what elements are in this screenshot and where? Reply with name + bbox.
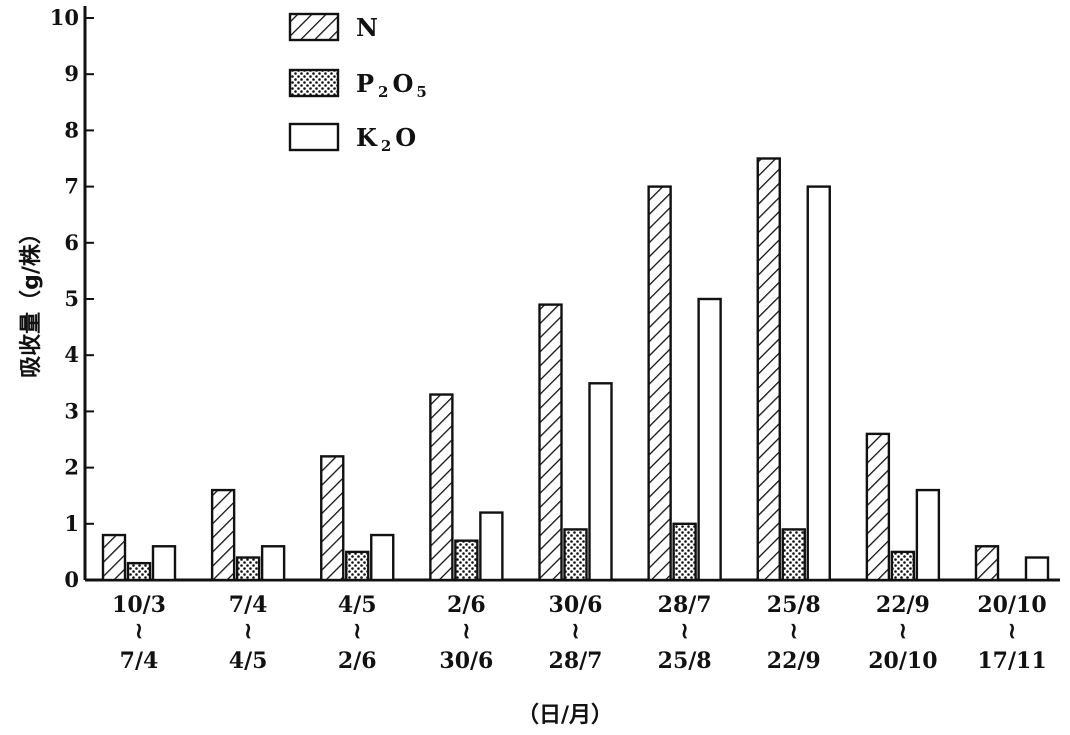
legend-label-main: K	[356, 123, 378, 152]
bar-n-0	[101, 533, 127, 582]
legend-label-main: N	[356, 13, 378, 42]
x-tick-label-from: 20/10	[977, 592, 1046, 618]
bar-ko-2	[370, 533, 395, 582]
bar-ko-7	[915, 488, 941, 582]
legend-swatch-hatch	[288, 12, 340, 42]
x-tick-label-separator: ≀	[462, 618, 470, 644]
bar-po-0	[126, 561, 152, 582]
legend-label-subscript: 5	[416, 83, 426, 101]
bar-n-7	[865, 432, 891, 582]
x-tick-label-to: 30/6	[439, 648, 493, 674]
x-tick-label-from: 30/6	[549, 592, 603, 618]
y-tick-label: 4	[64, 342, 79, 367]
x-tick-label-to: 17/11	[977, 648, 1046, 674]
legend: NP 2 O 5K 2 O	[288, 12, 427, 155]
y-tick-label: 0	[64, 567, 79, 592]
x-tick-label-from: 22/9	[876, 592, 930, 618]
y-tick-label: 8	[64, 117, 79, 142]
x-tick-label-from: 25/8	[767, 592, 821, 618]
bar-ko-3	[479, 511, 504, 582]
x-tick-label-to: 20/10	[868, 648, 937, 674]
bar-po-7	[890, 550, 916, 582]
legend-label-mid: O	[395, 123, 416, 152]
x-tick-label-separator: ≀	[681, 618, 689, 644]
x-tick-label-from: 10/3	[112, 592, 166, 618]
bar-ko-6	[806, 185, 831, 582]
legend-label-main: P	[356, 69, 374, 98]
legend-swatch-empty	[288, 122, 340, 152]
bars	[101, 157, 1050, 582]
x-tick-label-separator: ≀	[790, 618, 798, 644]
y-tick-label: 5	[64, 286, 79, 311]
y-ticks: 0 1 2 3 4 5 6 7 8 9 10	[50, 5, 94, 592]
bar-n-1	[210, 488, 236, 582]
bar-ko-8	[1024, 556, 1050, 582]
y-tick-label: 3	[64, 398, 79, 423]
legend-label-mid: O	[392, 69, 413, 98]
bar-po-4	[563, 528, 588, 582]
bar-n-2	[320, 455, 345, 582]
x-tick-label-separator: ≀	[353, 618, 361, 644]
bar-n-5	[647, 185, 672, 582]
x-tick-label-from: 4/5	[338, 592, 377, 618]
bar-ko-5	[697, 297, 722, 582]
legend-label: N	[356, 13, 378, 42]
y-tick-label: 6	[64, 230, 79, 255]
bar-po-5	[672, 522, 697, 582]
x-tick-label-from: 7/4	[229, 592, 268, 618]
y-axis-title: 吸收量（g/株）	[18, 222, 44, 378]
x-tick-label-from: 2/6	[447, 592, 486, 618]
x-tick-label-to: 7/4	[120, 648, 159, 674]
x-axis-title: （日/月）	[517, 703, 613, 728]
bar-po-2	[345, 550, 370, 582]
x-tick-label-to: 28/7	[549, 648, 603, 674]
bar-po-1	[235, 556, 261, 582]
legend-label-subscript: 2	[378, 83, 388, 101]
bar-po-6	[781, 528, 806, 582]
y-tick-label: 10	[50, 5, 79, 30]
x-tick-label-separator: ≀	[571, 618, 579, 644]
x-tick-label-separator: ≀	[244, 618, 252, 644]
bar-n-3	[429, 393, 454, 582]
x-tick-label-to: 25/8	[658, 648, 712, 674]
bar-n-8	[974, 545, 1000, 582]
bar-n-4	[538, 303, 563, 582]
x-tick-labels: 10/3≀7/47/4≀4/54/5≀2/62/6≀30/630/6≀28/72…	[112, 592, 1047, 674]
y-tick-label: 1	[64, 511, 79, 536]
y-tick-label: 2	[64, 455, 79, 480]
y-tick-label: 9	[64, 61, 79, 86]
x-tick-label-to: 2/6	[338, 648, 377, 674]
bar-ko-4	[588, 382, 613, 582]
bar-n-6	[756, 157, 781, 582]
x-tick-label-separator: ≀	[1008, 618, 1016, 644]
x-tick-label-separator: ≀	[899, 618, 907, 644]
y-tick-label: 7	[64, 174, 79, 199]
x-tick-label-to: 22/9	[767, 648, 821, 674]
bar-ko-1	[260, 545, 286, 582]
legend-swatch-dots	[288, 68, 340, 98]
bar-ko-0	[151, 545, 177, 582]
x-tick-label-from: 28/7	[658, 592, 712, 618]
x-tick-label-to: 4/5	[229, 648, 268, 674]
x-tick-label-separator: ≀	[135, 618, 143, 644]
bar-po-3	[454, 539, 479, 582]
legend-label-subscript: 2	[381, 137, 391, 155]
